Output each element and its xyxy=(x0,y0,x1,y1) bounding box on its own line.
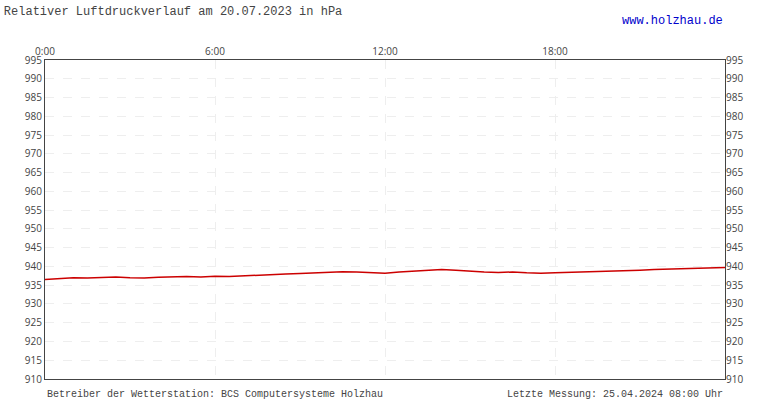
svg-text:910: 910 xyxy=(25,372,42,386)
svg-text:920: 920 xyxy=(726,334,743,348)
svg-text:935: 935 xyxy=(25,278,42,292)
svg-text:995: 995 xyxy=(25,53,42,67)
svg-text:975: 975 xyxy=(25,128,42,142)
svg-text:950: 950 xyxy=(726,221,743,235)
svg-text:www.holzhau.de: www.holzhau.de xyxy=(622,14,723,28)
svg-text:980: 980 xyxy=(726,109,743,123)
svg-text:985: 985 xyxy=(25,90,42,104)
svg-text:945: 945 xyxy=(726,240,743,254)
svg-text:945: 945 xyxy=(25,240,42,254)
svg-text:910: 910 xyxy=(726,372,743,386)
svg-text:915: 915 xyxy=(726,353,743,367)
svg-text:985: 985 xyxy=(726,90,743,104)
svg-text:950: 950 xyxy=(25,221,42,235)
svg-text:930: 930 xyxy=(25,296,42,310)
svg-text:960: 960 xyxy=(726,184,743,198)
svg-text:925: 925 xyxy=(25,315,42,329)
svg-text:920: 920 xyxy=(25,334,42,348)
svg-text:990: 990 xyxy=(726,71,743,85)
svg-text:980: 980 xyxy=(25,109,42,123)
svg-text:Letzte Messung: 25.04.2024 08:: Letzte Messung: 25.04.2024 08:00 Uhr xyxy=(507,389,723,400)
svg-text:18:00: 18:00 xyxy=(542,44,568,58)
svg-text:0:00: 0:00 xyxy=(35,44,55,58)
svg-text:930: 930 xyxy=(726,296,743,310)
svg-text:975: 975 xyxy=(726,128,743,142)
svg-text:915: 915 xyxy=(25,353,42,367)
svg-text:940: 940 xyxy=(25,259,42,273)
svg-text:970: 970 xyxy=(25,146,42,160)
svg-text:925: 925 xyxy=(726,315,743,329)
svg-text:965: 965 xyxy=(25,165,42,179)
svg-text:12:00: 12:00 xyxy=(372,44,398,58)
svg-text:940: 940 xyxy=(726,259,743,273)
svg-text:6:00: 6:00 xyxy=(205,44,225,58)
svg-text:Relativer Luftdruckverlauf am: Relativer Luftdruckverlauf am 20.07.2023… xyxy=(4,5,342,19)
svg-text:935: 935 xyxy=(726,278,743,292)
svg-text:Betreiber der Wetterstation: B: Betreiber der Wetterstation: BCS Compute… xyxy=(47,389,383,400)
svg-text:970: 970 xyxy=(726,146,743,160)
svg-text:955: 955 xyxy=(726,203,743,217)
svg-text:990: 990 xyxy=(25,71,42,85)
svg-text:955: 955 xyxy=(25,203,42,217)
svg-text:995: 995 xyxy=(726,53,743,67)
svg-text:960: 960 xyxy=(25,184,42,198)
svg-text:965: 965 xyxy=(726,165,743,179)
